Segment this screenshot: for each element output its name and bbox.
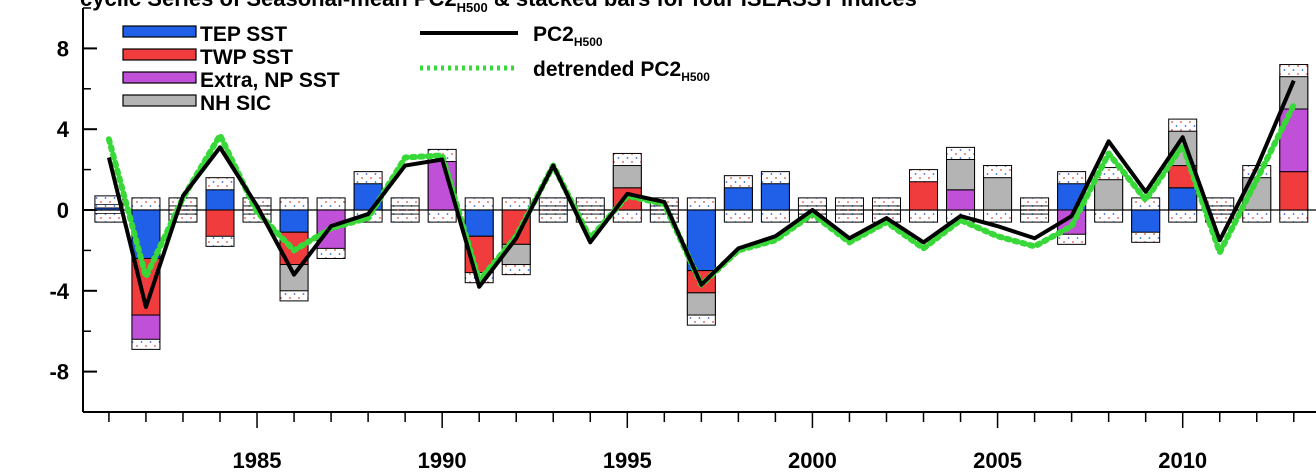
bar-extra-np-sst xyxy=(1279,108,1309,173)
legend-swatch xyxy=(122,25,197,38)
x-tick-label: 2010 xyxy=(1158,448,1207,473)
x-tick-label: 1990 xyxy=(418,448,467,473)
bar-twp-sst xyxy=(205,209,235,237)
bar-nh-sic xyxy=(983,177,1013,211)
bar-tep-sst xyxy=(723,187,753,211)
bar-extra-np-sst xyxy=(946,189,976,211)
year-box xyxy=(538,197,568,223)
bar-tep-sst xyxy=(94,207,124,211)
legend-label: Extra, NP SST xyxy=(200,69,340,92)
bar-layer xyxy=(94,76,1309,340)
bar-nh-sic xyxy=(1094,179,1124,211)
y-tick-label: -4 xyxy=(49,279,69,304)
legend-label: TEP SST xyxy=(200,23,287,46)
legend-label: detrended PC2H500 xyxy=(533,58,710,84)
y-tick-label: 0 xyxy=(57,198,69,223)
year-box xyxy=(834,197,864,223)
legend-label: TWP SST xyxy=(200,46,293,69)
x-tick-label: 2000 xyxy=(788,448,837,473)
chart-title: cyclic Series of Seasonal-mean PC2H500 &… xyxy=(80,0,917,15)
x-tick-label: 1985 xyxy=(233,448,282,473)
x-tick-label: 1995 xyxy=(603,448,652,473)
bar-tep-sst xyxy=(760,183,790,211)
year-box xyxy=(390,197,420,223)
legend-label: PC2H500 xyxy=(533,23,603,49)
bar-twp-sst xyxy=(1279,171,1309,211)
bar-twp-sst xyxy=(909,181,939,211)
bar-nh-sic xyxy=(612,165,642,189)
line-layer xyxy=(105,79,1297,309)
bar-tep-sst xyxy=(1168,187,1198,211)
bar-tep-sst xyxy=(1131,209,1161,233)
y-tick-label: 4 xyxy=(57,117,70,142)
legend-swatch xyxy=(122,94,197,107)
bar-nh-sic xyxy=(279,264,309,292)
bar-nh-sic xyxy=(686,292,716,316)
legend-swatch xyxy=(122,71,197,84)
bar-tep-sst xyxy=(464,209,494,237)
year-box xyxy=(1020,197,1050,223)
legend-swatch xyxy=(122,48,197,61)
bar-tep-sst xyxy=(279,209,309,233)
x-tick-label: 2005 xyxy=(973,448,1022,473)
legend-label: NH SIC xyxy=(200,92,271,115)
bar-extra-np-sst xyxy=(131,314,161,340)
bar-tep-sst xyxy=(205,189,235,211)
bar-tep-sst xyxy=(686,209,716,272)
y-tick-label: 8 xyxy=(57,36,69,61)
y-tick-label: -8 xyxy=(49,360,69,385)
bar-nh-sic xyxy=(946,159,976,191)
pc2-line xyxy=(106,79,1296,309)
